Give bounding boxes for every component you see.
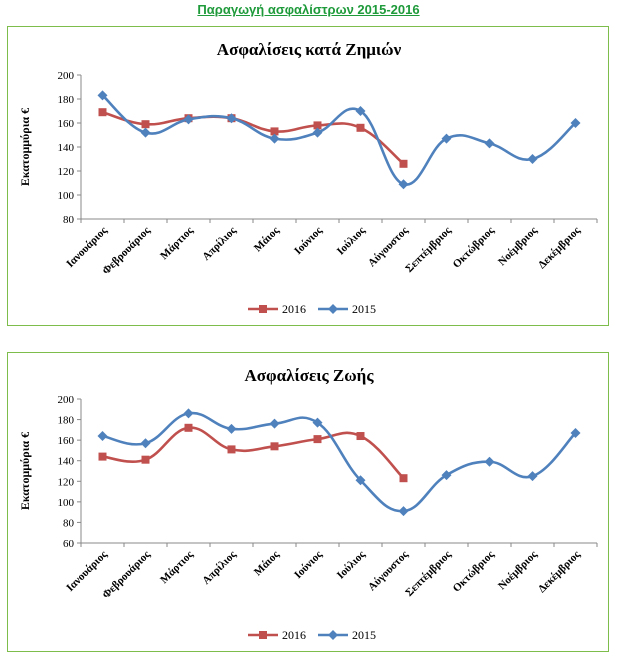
x-tick-label: Αύγουστος [366,224,411,269]
x-tick-label: Μάρτιος [158,548,196,586]
legend-marker-2016 [259,305,267,313]
data-point-2015 [140,127,151,138]
data-point-2016 [227,445,236,454]
data-point-2015 [269,418,280,429]
data-point-2015 [355,475,366,486]
y-tick-label: 120 [58,166,75,178]
x-tick-label: Οκτώβριος [451,548,497,594]
data-point-2015 [441,470,452,481]
life-insurance-chart: Ασφαλίσεις Ζωής Εκατομμύρια € 60 80 100 120 14… [18,366,598,642]
data-point-2015 [226,423,237,434]
legend-label-2016: 2016 [282,628,306,642]
y-tick-label: 200 [58,70,75,82]
series-line-2015 [102,411,577,513]
data-point-2016 [270,442,279,451]
data-point-2016 [313,435,322,444]
page-title: Παραγωγή ασφαλίστρων 2015-2016 [197,2,420,17]
x-tick-label: Ιανουάριος [64,548,110,594]
x-tick-label: Ιανουάριος [64,224,110,270]
data-point-2016 [313,121,322,130]
y-tick-label: 120 [58,476,75,488]
data-point-2016 [270,127,279,136]
chart-title: Ασφαλίσεις Ζωής [244,366,374,385]
data-point-2016 [399,159,408,168]
x-tick-label: Απρίλιος [200,548,239,587]
data-point-2016 [98,108,107,117]
y-tick-label: 60 [63,538,75,550]
x-tick-label: Ιούνιος [292,224,325,257]
chart-title: Ασφαλίσεις κατά Ζημιών [217,40,402,59]
data-point-2015 [269,133,280,144]
property-insurance-chart: Ασφαλίσεις κατά Ζημιών Εκατομμύρια € 80 100… [18,40,598,316]
series-line-2015 [101,94,577,186]
data-point-2016 [356,432,365,441]
data-point-2015 [527,471,538,482]
y-tick-label: 80 [63,214,75,226]
data-point-2015 [312,417,323,428]
data-point-2015 [398,179,409,190]
x-tick-label: Οκτώβριος [451,224,497,270]
y-tick-label: 200 [58,394,75,406]
x-tick-label: Σεπτέμβριος [403,548,454,599]
x-tick-label: Νοέμβριος [496,548,540,592]
x-tick-label: Ιούλιος [335,224,368,257]
data-point-2016 [356,123,365,132]
data-point-2015 [183,408,194,419]
data-point-2015 [441,133,452,144]
data-point-2015 [570,427,581,438]
x-tick-label: Ιούλιος [335,548,368,581]
x-tick-label: Μάιος [252,548,282,578]
data-point-2015 [355,106,366,116]
data-point-2015 [484,456,495,467]
legend-label-2015: 2015 [352,628,376,642]
legend-label-2015: 2015 [352,302,376,316]
y-tick-label: 180 [58,415,75,427]
y-axis-label: Εκατομμύρια € [18,432,32,510]
x-tick-label: Σεπτέμβριος [403,224,454,275]
data-point-2016 [98,452,107,461]
y-tick-label: 140 [58,456,75,468]
legend-marker-2015 [328,630,338,640]
data-point-2015 [398,506,409,517]
data-point-2015 [140,438,151,449]
chart-panel-life-insurance: Ασφαλίσεις Ζωής Εκατομμύρια € 60 80 100 120 14… [7,352,609,652]
x-tick-label: Νοέμβριος [496,224,540,268]
data-point-2016 [141,120,150,129]
y-tick-label: 160 [58,435,75,447]
y-tick-label: 100 [58,497,75,509]
data-point-2015 [484,138,495,149]
y-tick-label: 180 [58,94,75,106]
y-tick-label: 160 [58,118,75,130]
data-point-2015 [570,118,581,128]
data-point-2016 [399,474,408,483]
data-point-2016 [184,423,193,432]
y-axis-label: Εκατομμύρια € [18,108,32,186]
y-tick-label: 80 [63,517,75,529]
legend-marker-2015 [328,304,338,314]
x-tick-label: Μάρτιος [158,224,196,262]
x-tick-label: Απρίλιος [200,224,239,263]
data-point-2015 [226,113,237,124]
x-tick-label: Δεκέμβριος [536,224,583,271]
x-tick-label: Μάιος [252,224,282,254]
y-tick-label: 140 [58,142,75,154]
data-point-2015 [312,127,323,138]
legend-label-2016: 2016 [282,302,306,316]
x-tick-label: Αύγουστος [366,548,411,593]
y-tick-label: 100 [58,190,75,202]
chart-panel-property-insurance: Ασφαλίσεις κατά Ζημιών Εκατομμύρια € 80 100… [7,26,609,326]
data-point-2015 [183,114,194,125]
data-point-2015 [527,154,538,164]
series-line-2016 [102,110,405,165]
data-point-2016 [141,455,150,464]
series-line-2016 [102,426,405,480]
data-point-2015 [97,90,108,101]
x-tick-label: Δεκέμβριος [536,548,583,595]
data-point-2015 [97,431,108,442]
x-tick-label: Ιούνιος [292,548,325,581]
legend-marker-2016 [259,631,267,639]
